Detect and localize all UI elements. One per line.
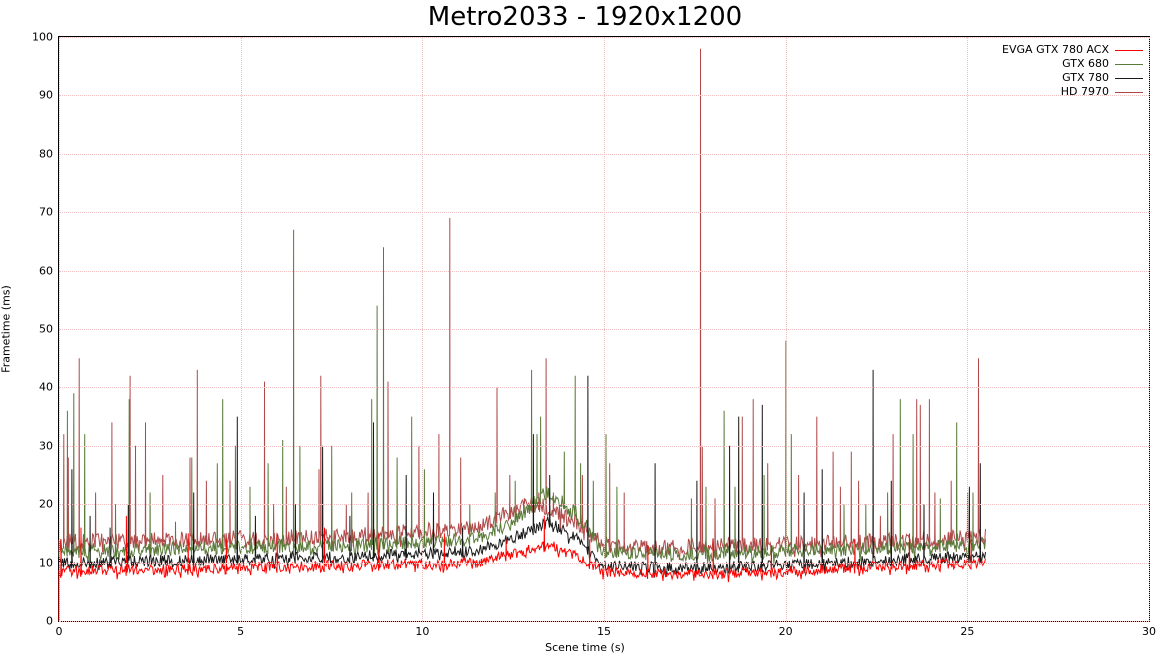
grid-line xyxy=(59,563,1149,564)
x-tick-label: 30 xyxy=(1142,621,1156,638)
grid-line xyxy=(59,212,1149,213)
x-tick-label: 10 xyxy=(415,621,429,638)
legend-label: EVGA GTX 780 ACX xyxy=(1002,43,1109,57)
grid-line xyxy=(59,329,1149,330)
y-tick-label: 50 xyxy=(17,323,59,336)
x-axis-label: Scene time (s) xyxy=(0,641,1170,654)
y-tick-label: 100 xyxy=(17,31,59,44)
x-tick-label: 25 xyxy=(960,621,974,638)
x-tick-label: 15 xyxy=(597,621,611,638)
legend-label: HD 7970 xyxy=(1061,85,1109,99)
grid-line xyxy=(59,37,1149,38)
y-tick-label: 40 xyxy=(17,381,59,394)
x-tick-label: 20 xyxy=(779,621,793,638)
y-tick-label: 80 xyxy=(17,147,59,160)
legend-swatch xyxy=(1115,50,1143,51)
legend-swatch xyxy=(1115,64,1143,65)
legend: EVGA GTX 780 ACXGTX 680GTX 780HD 7970 xyxy=(1002,43,1143,99)
chart-title: Metro2033 - 1920x1200 xyxy=(0,2,1170,32)
legend-row: HD 7970 xyxy=(1002,85,1143,99)
y-tick-label: 60 xyxy=(17,264,59,277)
grid-line xyxy=(59,621,1149,622)
grid-line xyxy=(1149,37,1150,621)
grid-line xyxy=(59,154,1149,155)
legend-label: GTX 780 xyxy=(1062,71,1109,85)
x-tick-label: 5 xyxy=(237,621,244,638)
legend-row: GTX 680 xyxy=(1002,57,1143,71)
grid-line xyxy=(59,446,1149,447)
legend-row: EVGA GTX 780 ACX xyxy=(1002,43,1143,57)
legend-row: GTX 780 xyxy=(1002,71,1143,85)
y-axis-label: Frametime (ms) xyxy=(0,285,13,373)
y-tick-label: 10 xyxy=(17,556,59,569)
chart-container: Metro2033 - 1920x1200 Frametime (ms) Sce… xyxy=(0,0,1170,658)
legend-label: GTX 680 xyxy=(1062,57,1109,71)
legend-swatch xyxy=(1115,92,1143,93)
y-tick-label: 20 xyxy=(17,498,59,511)
y-tick-label: 30 xyxy=(17,439,59,452)
grid-line xyxy=(59,504,1149,505)
grid-line xyxy=(59,271,1149,272)
grid-line xyxy=(59,95,1149,96)
grid-line xyxy=(59,387,1149,388)
y-tick-label: 70 xyxy=(17,206,59,219)
plot-area: EVGA GTX 780 ACXGTX 680GTX 780HD 7970 05… xyxy=(58,36,1150,622)
y-tick-label: 0 xyxy=(17,615,59,628)
series-line xyxy=(59,370,986,621)
legend-swatch xyxy=(1115,78,1143,79)
y-tick-label: 90 xyxy=(17,89,59,102)
